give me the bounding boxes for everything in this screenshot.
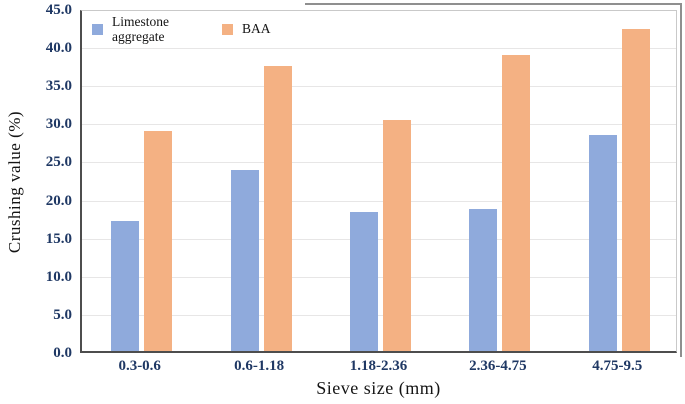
legend-label: BAA xyxy=(242,21,271,37)
y-tick-label: 10.0 xyxy=(45,268,72,285)
gridline xyxy=(82,200,676,202)
bar-baa-0 xyxy=(144,131,173,351)
x-tick-label: 0.6-1.18 xyxy=(234,358,285,374)
gridline xyxy=(82,48,676,50)
bar-baa-1 xyxy=(263,65,292,351)
y-tick-label: 0.0 xyxy=(53,345,72,361)
gridline xyxy=(82,124,676,126)
plot-area: Limestone aggregate BAA xyxy=(80,10,677,353)
y-axis-title-wrap: Crushing value (%) xyxy=(0,10,30,353)
y-tick-label: 40.0 xyxy=(45,40,72,57)
legend-item-limestone-aggregate: Limestone aggregate xyxy=(92,14,188,45)
gridline xyxy=(82,314,676,316)
gridline xyxy=(82,276,676,278)
legend: Limestone aggregate BAA xyxy=(92,14,271,45)
x-tick-label: 4.75-9.5 xyxy=(592,358,643,374)
legend-item-baa: BAA xyxy=(222,22,271,37)
bar-limestone-aggregate-2 xyxy=(350,212,378,351)
bar-baa-4 xyxy=(621,28,650,351)
y-tick-label: 15.0 xyxy=(45,230,72,247)
legend-label: Limestone aggregate xyxy=(112,14,169,44)
bar-baa-2 xyxy=(383,120,411,351)
y-tick-label: 30.0 xyxy=(45,116,72,133)
y-tick-label: 20.0 xyxy=(45,192,72,209)
bar-limestone-aggregate-4 xyxy=(588,135,617,351)
gridline xyxy=(82,86,676,88)
gridline xyxy=(82,238,676,240)
legend-swatch-icon xyxy=(222,24,233,36)
y-tick-label: 35.0 xyxy=(45,78,72,95)
gridline xyxy=(82,162,676,164)
y-tick-label: 45.0 xyxy=(45,2,72,18)
y-tick-label: 25.0 xyxy=(45,154,72,171)
x-tick-label: 0.3-0.6 xyxy=(118,358,161,374)
bar-limestone-aggregate-0 xyxy=(111,220,140,351)
bar-baa-3 xyxy=(502,55,531,351)
legend-swatch-icon xyxy=(92,24,103,36)
x-axis-title: Sieve size (mm) xyxy=(316,378,441,398)
bar-limestone-aggregate-1 xyxy=(230,170,259,351)
bar-limestone-aggregate-3 xyxy=(469,209,498,351)
y-tick-label: 5.0 xyxy=(53,306,72,323)
x-tick-label: 2.36-4.75 xyxy=(469,358,527,374)
x-tick-label: 1.18-2.36 xyxy=(349,358,408,374)
